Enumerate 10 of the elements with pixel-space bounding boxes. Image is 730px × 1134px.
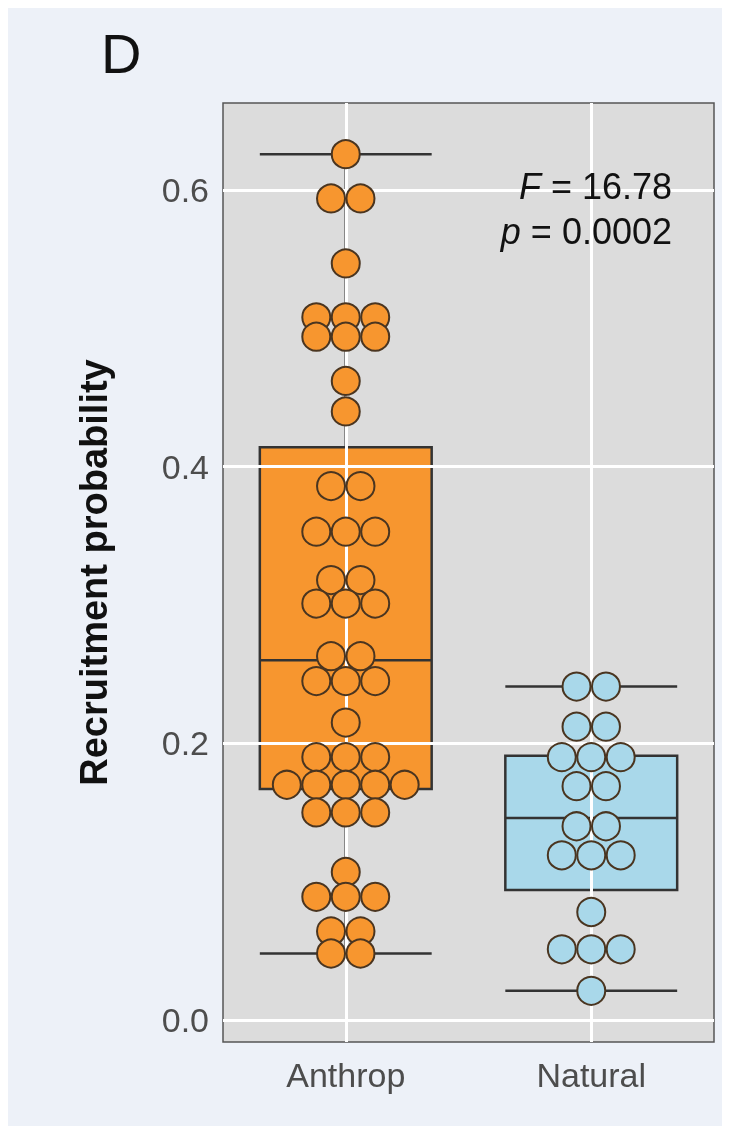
x-tick-label: Natural bbox=[536, 1056, 647, 1094]
y-tick-label: 0.0 bbox=[161, 1000, 209, 1039]
annotation: p = 0.0002 bbox=[499, 210, 672, 252]
y-tick-label: 0.4 bbox=[161, 447, 209, 486]
chart-title: D bbox=[101, 21, 142, 85]
y-axis-title: Recruitment probability bbox=[73, 359, 115, 786]
y-tick-label: 0.6 bbox=[161, 171, 209, 210]
y-tick-label: 0.2 bbox=[161, 724, 209, 763]
annotation: F = 16.78 bbox=[518, 165, 673, 207]
x-tick-label: Anthrop bbox=[286, 1056, 406, 1094]
